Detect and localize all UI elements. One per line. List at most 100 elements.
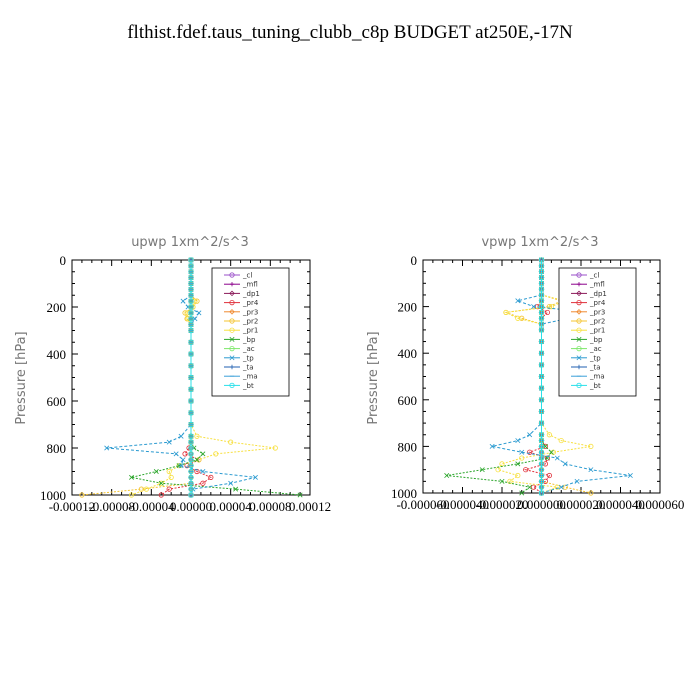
legend-marker: [229, 272, 235, 278]
series-bt: [538, 257, 545, 496]
series-point: [538, 327, 545, 333]
series-point: [188, 269, 194, 275]
series-point: [188, 386, 194, 392]
series-point: [544, 309, 551, 316]
series-point: [444, 473, 450, 479]
series-point: [538, 455, 545, 461]
series-point: [531, 304, 537, 310]
legend-label: _bp: [589, 336, 603, 344]
series-point: [558, 484, 564, 490]
series-point: [153, 469, 159, 474]
legend-marker: [576, 290, 582, 297]
series-point: [546, 432, 553, 438]
series-point: [538, 420, 545, 426]
series-point: [194, 433, 200, 439]
series-point: [188, 310, 194, 316]
legend-marker: [229, 364, 235, 370]
legend-label: _ac: [589, 345, 602, 353]
page-title: flthist.fdef.taus_tuning_clubb_c8p BUDGE…: [127, 22, 573, 43]
series-point: [523, 467, 529, 473]
series-point: [188, 410, 194, 416]
x-tick-label: 0.00012: [289, 499, 331, 514]
legend-marker: [229, 382, 235, 388]
legend-label: _pr1: [242, 327, 258, 335]
legend-marker: [229, 282, 235, 287]
series-point: [588, 490, 594, 496]
chart-upwp: upwp 1xm^2/s^3 Pressure [hPa] 0 200 400 600…: [14, 235, 331, 514]
series-point: [194, 457, 200, 463]
legend-marker: [576, 345, 582, 352]
series-point: [188, 486, 194, 492]
series-point: [538, 350, 545, 356]
y-tick-label: 1000: [40, 488, 66, 503]
legend-marker: [229, 355, 235, 361]
series-point: [188, 257, 194, 263]
series-point: [538, 432, 545, 438]
legend-marker: [576, 336, 582, 342]
series-point: [200, 480, 206, 486]
x-tick-label: 0.000020: [557, 497, 606, 512]
series-point: [538, 274, 545, 281]
series-point: [192, 316, 198, 322]
series-point: [166, 468, 172, 475]
series-point: [554, 455, 560, 461]
series-point: [188, 275, 194, 281]
legend-label: _ma: [242, 373, 258, 381]
legend-marker: [576, 309, 582, 315]
legend-marker: [576, 318, 582, 324]
legend-label: _tp: [589, 354, 601, 362]
y-tick-label: 1000: [391, 486, 417, 501]
series-point: [173, 451, 179, 457]
series-point: [188, 468, 194, 475]
series-point: [562, 484, 568, 490]
series-point: [188, 374, 194, 381]
chart-vpwp: vpwp 1xm^2/s^3 Pressure [hPa] 0 200 400 600…: [366, 235, 684, 512]
y-axis-label-upwp: Pressure [hPa]: [14, 331, 29, 424]
legend-label: _cl: [242, 272, 252, 280]
legend-label: _ac: [242, 345, 255, 353]
series-point: [627, 473, 633, 479]
series-point: [128, 492, 135, 498]
series-point: [252, 474, 258, 480]
series-point: [515, 461, 521, 467]
legend-label: _tp: [242, 354, 254, 362]
chart-title-upwp: upwp 1xm^2/s^3: [131, 235, 249, 250]
series-point: [538, 373, 545, 380]
legend-box: [558, 267, 637, 397]
series-point: [158, 480, 164, 486]
series-point: [228, 439, 234, 445]
series-point: [530, 484, 537, 490]
series-point: [538, 321, 545, 327]
legend-marker: [576, 364, 582, 370]
legend-marker: [229, 318, 235, 324]
series-point: [143, 486, 149, 492]
series-bp: [444, 257, 554, 496]
y-tick-label: 200: [398, 300, 418, 315]
series-point: [104, 445, 110, 451]
legend-marker: [576, 272, 582, 278]
legend-label: _ta: [242, 364, 254, 372]
series-point: [200, 469, 206, 474]
series-point: [538, 385, 545, 391]
legend-marker: [229, 336, 235, 342]
plot-area-vpwp: 0 200 400 600 800 1000-0.000060-0.000040-0.00…: [391, 253, 684, 512]
legend: _cl_mfl_dp1_pr4_pr3_pr2_pr1_bp_ac_tp_ta_…: [211, 267, 290, 397]
series-point: [188, 457, 194, 463]
series-point: [503, 309, 509, 316]
legend-label: _pr3: [589, 308, 605, 316]
series-point: [194, 468, 200, 475]
series-point: [538, 298, 545, 304]
series-point: [538, 362, 545, 368]
series-point: [79, 492, 85, 498]
legend-marker: [229, 309, 235, 315]
series-point: [188, 421, 194, 428]
series-point: [588, 467, 594, 473]
series-point: [519, 449, 525, 455]
series-point: [538, 408, 545, 415]
series-point: [168, 474, 174, 480]
series-point: [188, 298, 194, 304]
chart-title-vpwp: vpwp 1xm^2/s^3: [481, 235, 598, 250]
series-point: [188, 445, 194, 451]
series-point: [515, 315, 521, 321]
